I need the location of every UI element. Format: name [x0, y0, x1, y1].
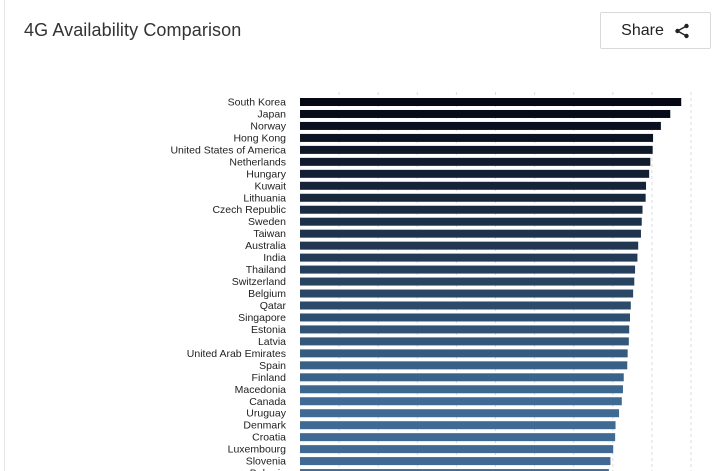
category-label: United States of America	[170, 144, 286, 156]
page-title: 4G Availability Comparison	[24, 20, 242, 40]
category-label: Estonia	[251, 324, 286, 336]
bar-estonia[interactable]	[300, 325, 630, 334]
category-label: Luxembourg	[228, 444, 287, 456]
category-label: Sweden	[248, 216, 286, 228]
bar-qatar[interactable]	[300, 301, 631, 310]
bar-luxembourg[interactable]	[300, 445, 614, 454]
category-label: Latvia	[258, 336, 286, 348]
bar-uruguay[interactable]	[300, 409, 620, 418]
category-label: Croatia	[252, 432, 286, 444]
bar-united-states-of-america[interactable]	[300, 145, 653, 154]
category-label: Denmark	[243, 420, 286, 432]
bar-south-korea[interactable]	[300, 98, 682, 106]
category-label: Taiwan	[253, 228, 286, 240]
bar-latvia[interactable]	[300, 337, 629, 346]
bar-bahrain[interactable]	[300, 469, 609, 471]
bar-denmark[interactable]	[300, 421, 616, 430]
bar-india[interactable]	[300, 253, 638, 262]
category-label: Czech Republic	[212, 204, 286, 216]
category-label: Kuwait	[254, 180, 286, 192]
bar-finland[interactable]	[300, 373, 624, 382]
bar-taiwan[interactable]	[300, 229, 641, 238]
category-label: Switzerland	[232, 276, 286, 288]
bar-hungary[interactable]	[300, 169, 650, 178]
category-label: Hong Kong	[233, 132, 286, 144]
bar-switzerland[interactable]	[300, 277, 635, 286]
bar-japan[interactable]	[300, 109, 671, 118]
bar-kuwait[interactable]	[300, 181, 647, 190]
bar-united-arab-emirates[interactable]	[300, 349, 628, 358]
category-label: Lithuania	[243, 192, 286, 204]
category-label: United Arab Emirates	[187, 348, 286, 360]
share-icon	[674, 23, 690, 39]
bar-singapore[interactable]	[300, 313, 631, 322]
bar-slovenia[interactable]	[300, 457, 611, 466]
category-label: Bahrain	[250, 468, 286, 471]
bar-croatia[interactable]	[300, 433, 616, 442]
category-label: Spain	[259, 360, 286, 372]
bar-netherlands[interactable]	[300, 157, 651, 166]
bar-spain[interactable]	[300, 361, 628, 370]
category-label: Slovenia	[246, 456, 286, 468]
category-label: Macedonia	[235, 384, 287, 396]
bar-lithuania[interactable]	[300, 193, 646, 202]
category-label: Australia	[245, 240, 286, 252]
category-label: Singapore	[238, 312, 286, 324]
share-button-label: Share	[621, 21, 664, 39]
category-label: India	[263, 252, 286, 264]
category-label: Canada	[249, 396, 286, 408]
bar-czech-republic[interactable]	[300, 205, 643, 214]
category-label: Netherlands	[229, 156, 286, 168]
bar-belgium[interactable]	[300, 289, 634, 298]
category-label: Finland	[252, 372, 287, 384]
bar-norway[interactable]	[300, 121, 661, 130]
category-label: Qatar	[260, 300, 287, 312]
category-label: Belgium	[248, 288, 286, 300]
bar-australia[interactable]	[300, 241, 639, 250]
bar-canada[interactable]	[300, 397, 622, 406]
bar-hong-kong[interactable]	[300, 133, 654, 142]
category-label: Hungary	[246, 168, 286, 180]
bar-sweden[interactable]	[300, 217, 642, 226]
category-label: Uruguay	[246, 408, 286, 420]
category-label: Japan	[257, 108, 286, 120]
category-label: Thailand	[246, 264, 286, 276]
share-button[interactable]: Share	[600, 12, 711, 49]
category-label: Norway	[250, 120, 286, 132]
bar-thailand[interactable]	[300, 265, 636, 274]
category-label: South Korea	[228, 97, 287, 109]
bar-macedonia[interactable]	[300, 385, 623, 394]
